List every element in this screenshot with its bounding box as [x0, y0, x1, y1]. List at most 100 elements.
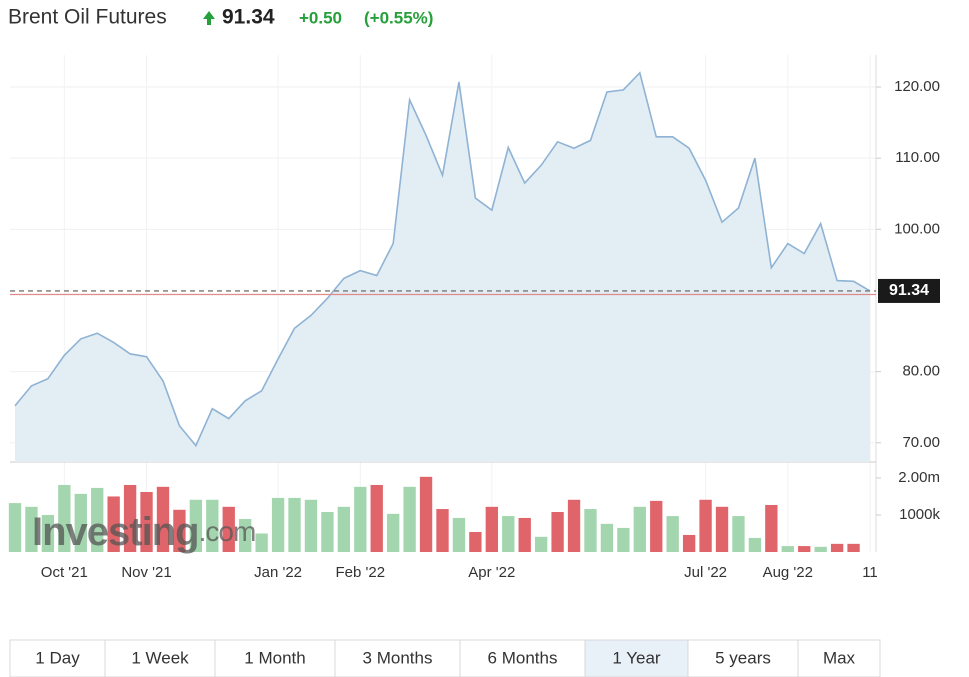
y-tick-label: 100.00 [894, 220, 940, 237]
volume-bar [682, 534, 696, 552]
volume-bar [387, 513, 400, 552]
range-button-bg[interactable] [459, 639, 586, 677]
volume-bar [419, 476, 433, 552]
volume-bar [847, 543, 860, 552]
range-button[interactable]: 1 Week [104, 639, 216, 677]
price-area [15, 72, 870, 463]
volume-bar [534, 536, 548, 552]
price-line [14, 71, 871, 448]
volume-bar [74, 493, 87, 552]
volume-bar [715, 506, 729, 552]
volume-bar [748, 537, 762, 552]
range-button-label[interactable]: 3 Months [363, 648, 433, 667]
x-tick-label: 11 [862, 564, 878, 581]
volume-bar [551, 512, 564, 552]
range-button-bg[interactable] [797, 639, 881, 677]
volume-bar [91, 487, 104, 552]
volume-bar [732, 516, 745, 552]
range-button[interactable]: 1 Day [9, 639, 106, 677]
x-tick-label: Jul '22 [684, 564, 727, 581]
range-button-label[interactable]: 1 Week [131, 648, 189, 667]
volume-bar [140, 492, 153, 552]
volume-bar [271, 497, 285, 552]
volume-bar [189, 499, 203, 552]
x-tick-label: Apr '22 [468, 564, 515, 581]
volume-bar [206, 499, 219, 552]
volume-bar [304, 499, 318, 552]
y-tick-label: 120.00 [894, 78, 940, 95]
y2-tick-label: 1000k [899, 506, 940, 523]
volume-bar [354, 486, 367, 552]
range-button[interactable]: 1 Month [214, 639, 336, 677]
volume-bar [337, 506, 351, 552]
volume-bar [452, 517, 466, 552]
volume-bar [567, 499, 581, 552]
y-tick-label: 110.00 [895, 149, 940, 166]
volume-bar [173, 509, 186, 552]
volume-bar [222, 506, 235, 552]
volume-bar [814, 546, 827, 552]
volume-bar [239, 519, 252, 552]
volume-bar [41, 514, 55, 552]
volume-bar [321, 512, 334, 552]
price-change: +0.50 [299, 8, 342, 27]
volume-bar [699, 499, 712, 552]
watermark-domain: .com [199, 516, 256, 547]
range-button[interactable]: 6 Months [459, 639, 586, 677]
volume-bar [830, 543, 844, 552]
volume-bar [469, 532, 482, 552]
volume-bar [25, 506, 38, 552]
range-button-label[interactable]: 6 Months [488, 648, 558, 667]
range-button-bg[interactable] [9, 639, 106, 677]
volume-bar [58, 484, 71, 552]
volume-bar [600, 523, 614, 552]
range-button-label[interactable]: 1 Year [612, 648, 661, 667]
range-button[interactable]: 3 Months [334, 639, 461, 677]
watermark: Investing.com [32, 510, 255, 554]
range-button-bg[interactable] [104, 639, 216, 677]
volume-bar [403, 486, 416, 552]
x-tick-label: Aug '22 [763, 564, 813, 581]
last-price-box [878, 278, 940, 303]
volume-bar [288, 497, 301, 552]
range-button-bg[interactable] [334, 639, 461, 677]
volume-bar [107, 496, 120, 552]
range-button[interactable]: Max [797, 639, 881, 677]
volume-bar [765, 504, 778, 552]
volume-bar [617, 527, 630, 552]
volume-bar [650, 500, 663, 552]
last-price-label: 91.34 [889, 282, 929, 299]
x-tick-label: Oct '21 [41, 564, 88, 581]
volume-bar [156, 486, 170, 552]
volume-bar [518, 517, 531, 552]
range-button-label[interactable]: 5 years [715, 648, 771, 667]
watermark-brand: Investing [32, 510, 199, 554]
volume-bar [666, 516, 679, 552]
range-button-bg[interactable] [687, 639, 799, 677]
volume-bar [123, 484, 137, 552]
range-button[interactable]: 1 Year [584, 639, 689, 677]
volume-bar [798, 546, 811, 552]
range-button[interactable]: 5 years [687, 639, 799, 677]
x-tick-label: Feb '22 [335, 564, 385, 581]
y-tick-label: 70.00 [902, 434, 940, 451]
volume-bar [781, 546, 794, 552]
range-button-label[interactable]: 1 Day [35, 648, 80, 667]
x-tick-label: Jan '22 [254, 564, 302, 581]
range-button-label[interactable]: Max [823, 648, 856, 667]
y2-tick-label: 2.00m [898, 469, 940, 486]
range-button-bg[interactable] [584, 639, 689, 677]
volume-bar [584, 509, 597, 552]
range-button-bg[interactable] [214, 639, 336, 677]
volume-bar [8, 503, 22, 552]
last-price: 91.34 [222, 6, 275, 29]
volume-bar [633, 506, 646, 552]
instrument-title: Brent Oil Futures [8, 6, 167, 29]
range-button-label[interactable]: 1 Month [244, 648, 305, 667]
volume-bar [502, 516, 515, 552]
up-arrow [203, 11, 215, 25]
x-tick-label: Nov '21 [121, 564, 171, 581]
y-tick-label: 80.00 [902, 363, 940, 380]
price-change-pct: (+0.55%) [364, 8, 433, 27]
